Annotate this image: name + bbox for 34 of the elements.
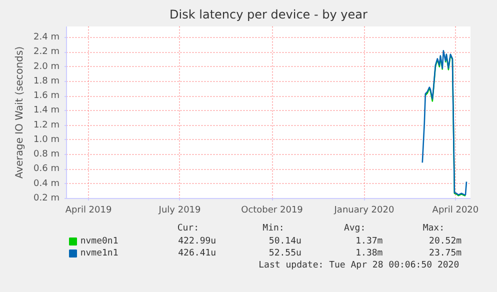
text: Min: — [262, 224, 284, 234]
y-tick-label: 0.2 m — [34, 194, 60, 204]
x-tick-label: October 2019 — [241, 206, 304, 216]
text: 1.37m — [356, 236, 383, 246]
y-tick-label: 0.4 m — [34, 178, 60, 189]
x-tick-label: July 2019 — [158, 206, 202, 216]
text: 50.14u — [268, 236, 302, 246]
text: Max: — [422, 224, 444, 234]
y-axis-title: Average IO Wait (seconds) — [14, 46, 26, 179]
text: 422.99u — [178, 236, 216, 246]
x-tick-label: April 2019 — [65, 206, 112, 216]
text: 1.38m — [356, 248, 383, 258]
y-tick-label: 0.8 m — [34, 150, 60, 160]
x-tick-label: January 2020 — [333, 206, 394, 216]
text: Cur: — [177, 224, 200, 234]
y-tick-label: 1.2 m — [34, 120, 60, 130]
y-tick-label: 2.2 m — [34, 47, 60, 58]
chart-title: Disk latency per device - by year — [170, 8, 368, 22]
y-tick-label: 2.0 m — [34, 62, 60, 72]
y-tick-label: 0.6 m — [34, 164, 60, 174]
text: 20.52m — [429, 236, 462, 246]
text: 23.75m — [429, 248, 462, 258]
y-tick-label: 1.8 m — [34, 76, 60, 86]
text: 52.55u — [268, 248, 302, 258]
text: 426.41u — [178, 248, 216, 258]
y-tick-label: 1.4 m — [34, 106, 60, 116]
y-tick-label: 1.6 m — [34, 91, 60, 102]
x-tick-label: April 2020 — [432, 206, 479, 216]
text: Avg: — [344, 224, 366, 234]
y-tick-label: 2.4 m — [34, 32, 60, 42]
text: Last update: Tue Apr 28 00:06:50 2020 — [258, 260, 460, 270]
legend-label: nvme1n1 — [80, 248, 118, 258]
y-tick-label: 1.0 m — [34, 134, 60, 145]
legend-label: nvme0n1 — [80, 236, 118, 246]
